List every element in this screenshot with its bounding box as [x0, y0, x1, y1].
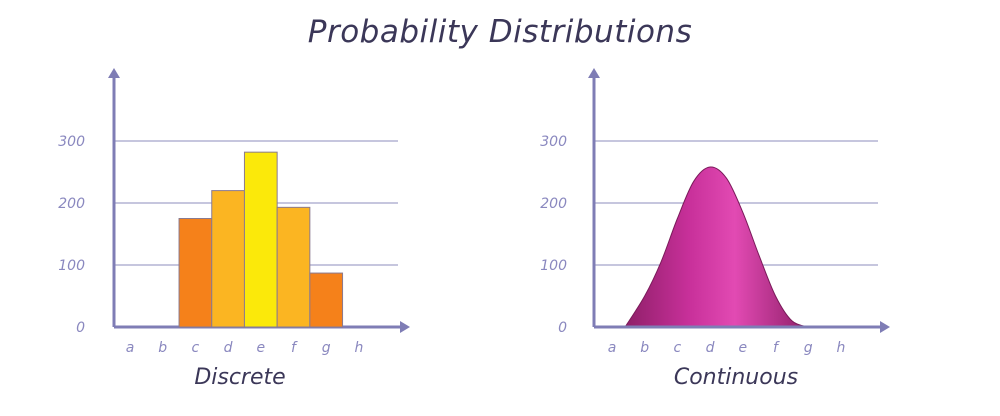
- x-tick-label: h: [836, 340, 845, 356]
- y-tick-label: 200: [58, 196, 85, 212]
- x-tick-label: d: [224, 340, 233, 356]
- bell-curve-area: [624, 166, 809, 328]
- chart-title: Probability Distributions: [307, 14, 693, 50]
- x-tick-label: a: [126, 340, 135, 356]
- bar-d: [243, 151, 278, 328]
- y-tick-label: 300: [540, 134, 567, 150]
- y-tick-label: 0: [76, 320, 85, 336]
- x-tick-label: c: [192, 340, 200, 356]
- x-tick-label: g: [804, 340, 813, 356]
- bar-e: [276, 206, 311, 328]
- x-axis-arrow: [400, 321, 410, 333]
- y-tick-label: 300: [58, 134, 85, 150]
- y-tick-label: 200: [540, 196, 567, 212]
- y-tick-label: 100: [540, 258, 567, 274]
- x-tick-label: f: [291, 340, 298, 356]
- y-tick-label: 100: [58, 258, 85, 274]
- x-tick-label: d: [706, 340, 715, 356]
- bar-f: [309, 272, 344, 328]
- bar-b: [178, 218, 213, 328]
- x-tick-label: e: [738, 340, 747, 356]
- stock-id-label: 619363586: [0, 300, 16, 410]
- x-axis-arrow: [880, 321, 890, 333]
- continuous-caption: Continuous: [673, 365, 799, 390]
- discrete-caption: Discrete: [194, 365, 286, 390]
- x-tick-label: f: [773, 340, 780, 356]
- x-tick-label: h: [354, 340, 363, 356]
- y-axis-arrow: [108, 68, 120, 78]
- x-tick-label: c: [674, 340, 682, 356]
- discrete-chart: 0 100 200 300 a b c d e f g h: [58, 68, 410, 356]
- x-tick-label: b: [640, 340, 649, 356]
- bar-c: [211, 190, 245, 328]
- x-tick-label: e: [256, 340, 265, 356]
- x-tick-label: a: [608, 340, 617, 356]
- x-tick-label: b: [158, 340, 167, 356]
- y-axis-arrow: [588, 68, 600, 78]
- continuous-chart: 0 100 200 300 a b c d e f g h: [540, 68, 890, 356]
- y-tick-label: 0: [558, 320, 567, 336]
- x-tick-label: g: [322, 340, 331, 356]
